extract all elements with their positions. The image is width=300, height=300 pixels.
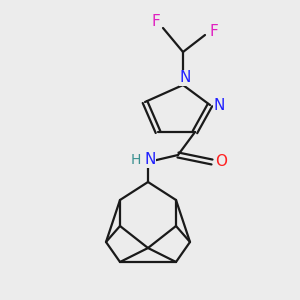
Text: N: N bbox=[144, 152, 156, 167]
Text: F: F bbox=[210, 23, 218, 38]
Text: N: N bbox=[179, 70, 191, 86]
Text: O: O bbox=[215, 154, 227, 169]
Text: H: H bbox=[131, 153, 141, 167]
Text: F: F bbox=[152, 14, 160, 29]
Text: N: N bbox=[213, 98, 225, 112]
